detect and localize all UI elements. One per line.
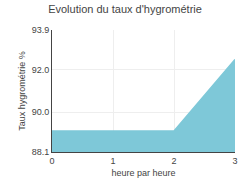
svg-text:Evolution du taux d'hygrométri: Evolution du taux d'hygrométrie [48, 3, 202, 15]
svg-text:0: 0 [49, 156, 54, 166]
svg-text:3: 3 [232, 156, 237, 166]
svg-text:heure par heure: heure par heure [111, 168, 175, 178]
svg-text:1: 1 [110, 156, 115, 166]
svg-text:92.0: 92.0 [32, 65, 50, 75]
svg-text:93.9: 93.9 [32, 25, 50, 35]
svg-text:2: 2 [171, 156, 176, 166]
svg-text:88.1: 88.1 [32, 147, 50, 157]
svg-text:90.0: 90.0 [32, 107, 50, 117]
svg-text:Taux hygrométrie %: Taux hygrométrie % [17, 51, 27, 131]
